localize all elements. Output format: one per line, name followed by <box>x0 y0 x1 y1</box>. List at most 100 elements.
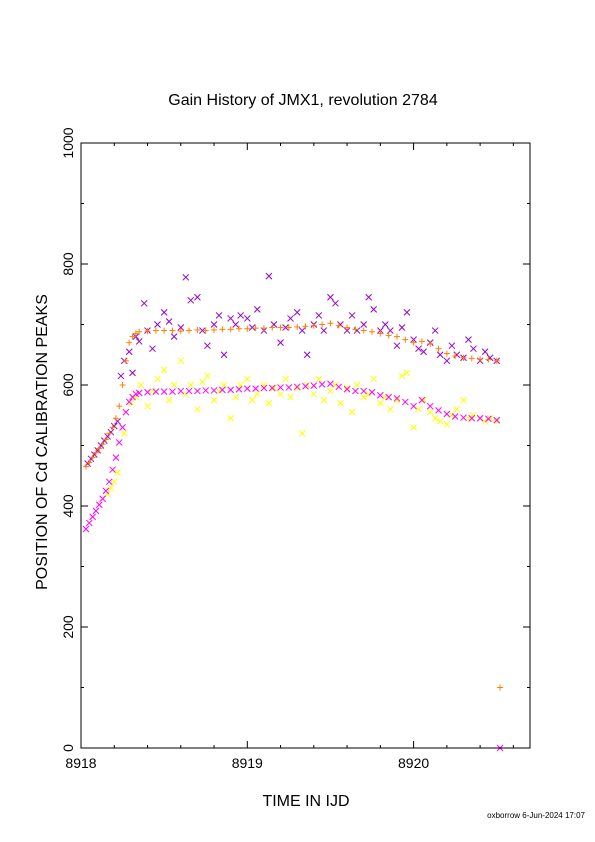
series-4-point <box>376 391 384 399</box>
plot-frame <box>80 142 531 749</box>
series-2-point <box>294 323 301 330</box>
series-4-point <box>202 387 210 394</box>
series-1-point <box>436 351 444 359</box>
y-tick-label: 400 <box>60 494 76 518</box>
series-3-point <box>107 484 115 492</box>
series-4-point <box>169 388 176 396</box>
series-2-point <box>169 327 176 334</box>
axis-ticks <box>80 142 530 749</box>
series-2-point <box>285 324 292 331</box>
series-2-point <box>112 415 119 422</box>
series-1-point <box>187 296 195 304</box>
series-4-point <box>82 525 90 533</box>
series-1-point <box>282 324 289 331</box>
series-3-point <box>170 381 178 389</box>
series-4-point <box>401 398 409 406</box>
series-3-point <box>386 405 394 413</box>
series-1-point <box>129 369 136 377</box>
series-2-point <box>82 463 89 470</box>
series-3-point <box>398 372 406 380</box>
series-4-point <box>368 388 376 396</box>
series-2-point <box>443 350 450 357</box>
series-1-point <box>117 372 125 380</box>
series-1-point <box>135 338 143 345</box>
series-3-point <box>154 375 161 383</box>
series-3-point <box>343 384 351 392</box>
series-4-point <box>335 383 343 391</box>
series-3-point <box>132 393 140 401</box>
series-2-point <box>352 326 359 333</box>
series-1-point <box>132 333 140 340</box>
x-tick-label: 8919 <box>232 755 263 771</box>
series-1-point <box>177 324 185 331</box>
series-2-point <box>402 336 409 343</box>
series-4-point <box>435 407 442 414</box>
series-2-point <box>219 326 226 333</box>
series-2-point <box>260 325 267 332</box>
series-4-point <box>293 383 301 391</box>
series-2-point <box>468 355 475 362</box>
series-3-point <box>287 393 294 401</box>
series-2-point <box>452 352 459 359</box>
series-2-point <box>460 354 467 361</box>
series-1-point <box>125 348 133 356</box>
series-4-point <box>89 513 96 521</box>
series-3-point <box>282 375 289 383</box>
series-4-point <box>310 382 318 389</box>
series-3-point <box>348 408 356 416</box>
series-2-point <box>360 327 367 334</box>
series-3-point <box>160 366 168 374</box>
series-1-point <box>243 315 251 322</box>
series-4-point <box>285 384 293 391</box>
series-3-point <box>376 399 384 407</box>
series-4-point <box>418 396 426 404</box>
series-2-point <box>126 339 133 346</box>
series-1-point <box>160 309 168 316</box>
series-1-point <box>277 339 284 347</box>
series-2-point <box>493 357 500 364</box>
series-1-point <box>199 327 206 334</box>
series-4-point <box>105 478 113 486</box>
series-1-point <box>360 321 368 328</box>
series-1-point <box>431 327 439 334</box>
series-3-point <box>365 390 373 398</box>
series-2-point <box>119 382 126 388</box>
series-2-point <box>106 430 113 437</box>
series-4-point <box>302 382 309 390</box>
series-3-point <box>370 375 378 383</box>
series-3-point <box>194 405 201 413</box>
series-3-point <box>420 396 427 404</box>
series-3-point <box>253 390 261 398</box>
series-1-point <box>298 327 306 334</box>
series-4-point <box>318 381 326 388</box>
series-3-point <box>393 396 401 404</box>
series-1-point <box>365 293 373 301</box>
series-3-point <box>381 393 389 401</box>
series-1-point <box>370 306 378 313</box>
series-2-point <box>177 328 184 335</box>
series-4-point <box>260 384 268 392</box>
series-2-point <box>327 320 334 327</box>
series-3-point <box>220 381 228 389</box>
series-4-point <box>493 416 501 424</box>
series-2-point <box>122 357 129 364</box>
series-1-point <box>248 324 256 331</box>
series-2-point <box>310 322 317 329</box>
series-1-point <box>443 357 451 365</box>
series-3-point <box>248 396 256 404</box>
series-2-point <box>427 340 434 347</box>
x-tick-label: 8920 <box>398 755 429 771</box>
series-4-point <box>443 410 451 418</box>
series-3-point <box>137 381 145 389</box>
series-2-point <box>136 328 143 335</box>
series-4-point <box>152 388 160 396</box>
series-4-point <box>410 402 417 410</box>
series-3-point <box>403 369 411 377</box>
series-3-point <box>199 378 206 386</box>
series-1-point <box>410 336 417 343</box>
series-3-point <box>353 381 361 389</box>
series-3-point <box>237 381 244 389</box>
series-4-point <box>125 398 133 406</box>
series-4-point <box>343 385 351 393</box>
